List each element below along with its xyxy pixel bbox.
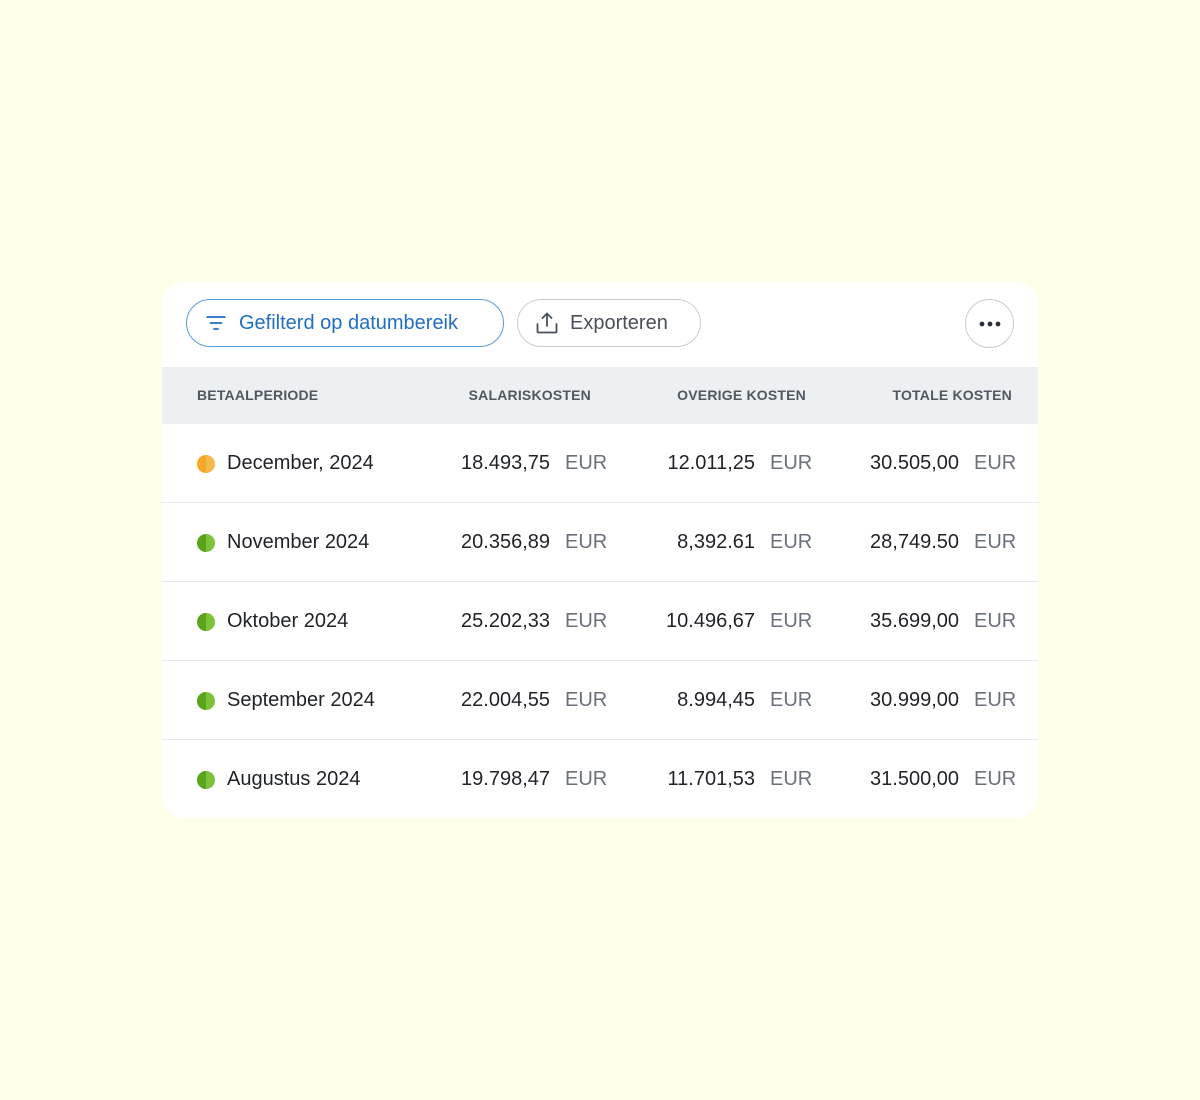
salary-currency: EUR xyxy=(565,610,608,632)
table-row[interactable]: November 2024 20.356,89 EUR 8,392.61 EUR… xyxy=(162,503,1038,582)
period-cell: Augustus 2024 xyxy=(227,768,361,790)
total-currency: EUR xyxy=(974,610,1017,632)
other-amount: 8.994,45 xyxy=(677,689,755,711)
other-amount: 8,392.61 xyxy=(677,531,755,553)
table-row[interactable]: Augustus 2024 19.798,47 EUR 11.701,53 EU… xyxy=(162,740,1038,818)
status-indicator xyxy=(197,534,215,552)
column-header-period[interactable]: BETAALPERIODE xyxy=(197,387,319,403)
other-currency: EUR xyxy=(770,452,813,474)
other-currency: EUR xyxy=(770,610,813,632)
period-cell: Oktober 2024 xyxy=(227,610,349,632)
other-amount: 12.011,25 xyxy=(667,452,756,474)
salary-currency: EUR xyxy=(565,689,608,711)
filter-button-label: Gefilterd op datumbereik xyxy=(239,311,459,334)
other-amount: 11.701,53 xyxy=(667,768,756,790)
status-indicator xyxy=(197,692,215,710)
date-range-filter-button[interactable]: Gefilterd op datumbereik xyxy=(186,299,504,347)
status-indicator xyxy=(197,771,215,789)
export-button-label: Exporteren xyxy=(570,311,668,334)
salary-currency: EUR xyxy=(565,531,608,553)
period-cell: November 2024 xyxy=(227,531,370,553)
status-indicator xyxy=(197,455,215,473)
filter-icon xyxy=(206,316,226,330)
salary-amount: 25.202,33 xyxy=(461,610,550,632)
salary-amount: 22.004,55 xyxy=(461,689,550,711)
period-cell: September 2024 xyxy=(227,689,375,711)
other-currency: EUR xyxy=(770,531,813,553)
salary-amount: 18.493,75 xyxy=(461,452,550,474)
period-cell: December, 2024 xyxy=(227,452,374,474)
table-row[interactable]: September 2024 22.004,55 EUR 8.994,45 EU… xyxy=(162,661,1038,740)
column-header-total[interactable]: TOTALE KOSTEN xyxy=(892,387,1012,403)
other-currency: EUR xyxy=(770,768,813,790)
total-amount: 30.999,00 xyxy=(870,689,959,711)
column-header-other[interactable]: OVERIGE KOSTEN xyxy=(677,387,806,403)
table-header: BETAALPERIODE SALARISKOSTEN OVERIGE KOST… xyxy=(162,367,1038,424)
total-currency: EUR xyxy=(974,768,1017,790)
other-currency: EUR xyxy=(770,689,813,711)
other-amount: 10.496,67 xyxy=(666,610,755,632)
total-currency: EUR xyxy=(974,689,1017,711)
table-row[interactable]: December, 2024 18.493,75 EUR 12.011,25 E… xyxy=(162,424,1038,503)
toolbar: Gefilterd op datumbereik Exporteren xyxy=(162,282,1038,367)
more-options-button[interactable] xyxy=(965,299,1014,348)
total-currency: EUR xyxy=(974,531,1017,553)
salary-amount: 20.356,89 xyxy=(461,531,550,553)
upload-icon xyxy=(536,312,558,334)
status-indicator xyxy=(197,613,215,631)
total-amount: 35.699,00 xyxy=(870,610,959,632)
salary-currency: EUR xyxy=(565,768,608,790)
total-amount: 28,749.50 xyxy=(870,531,959,553)
total-amount: 31.500,00 xyxy=(870,768,959,790)
column-header-salary[interactable]: SALARISKOSTEN xyxy=(468,387,591,403)
salary-currency: EUR xyxy=(565,452,608,474)
table-row[interactable]: Oktober 2024 25.202,33 EUR 10.496,67 EUR… xyxy=(162,582,1038,661)
payroll-costs-card: Gefilterd op datumbereik Exporteren BETA… xyxy=(162,282,1038,818)
total-amount: 30.505,00 xyxy=(870,452,959,474)
salary-amount: 19.798,47 xyxy=(461,768,550,790)
total-currency: EUR xyxy=(974,452,1017,474)
more-horizontal-icon xyxy=(979,321,1000,326)
export-button[interactable]: Exporteren xyxy=(517,299,701,347)
